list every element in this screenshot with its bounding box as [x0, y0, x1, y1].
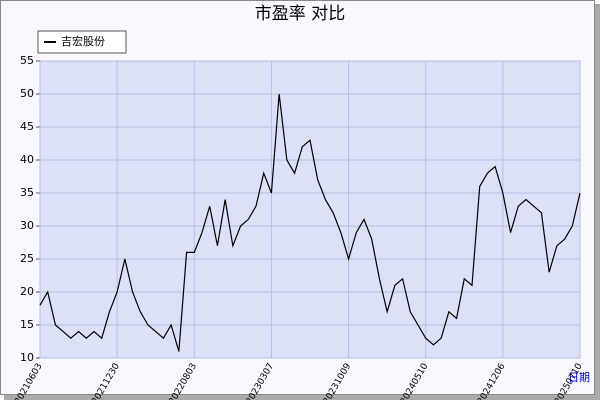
y-tick-label: 40: [20, 153, 34, 166]
frame-shadow: [4, 395, 600, 400]
y-tick-label: 15: [20, 318, 34, 331]
y-tick-label: 25: [20, 252, 34, 265]
y-tick-label: 20: [20, 285, 34, 298]
frame-shadow: [595, 4, 600, 400]
y-tick-label: 10: [20, 351, 34, 364]
y-tick-label: 50: [20, 87, 34, 100]
legend-label: 吉宏股份: [61, 34, 105, 48]
y-tick-label: 55: [20, 54, 34, 67]
plot-area: [39, 60, 581, 359]
y-tick-label: 45: [20, 120, 34, 133]
series-line: [39, 93, 581, 352]
legend: [37, 30, 127, 54]
y-tick-label: 30: [20, 219, 34, 232]
y-tick-label: 35: [20, 186, 34, 199]
chart-title: 市盈率 对比: [255, 4, 345, 24]
x-axis-label: 日期: [568, 371, 590, 384]
